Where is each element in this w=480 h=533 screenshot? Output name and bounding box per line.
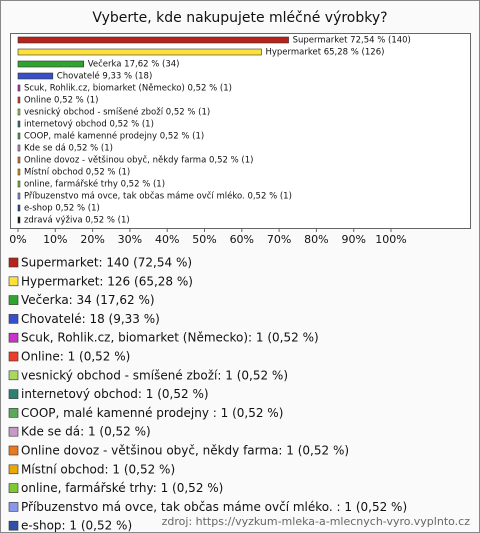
legend-label: Kde se dá: 1 (0,52 %): [21, 425, 151, 439]
source: zdroj: https://vyzkum-mleka-a-mlecnych-v…: [162, 515, 471, 528]
legend-label: COOP, malé kamenné prodejny : 1 (0,52 %): [21, 406, 283, 420]
bar-label: Scuk, Rohlik.cz, biomarket (Německo) 0,5…: [24, 84, 232, 94]
bar-label: Večerka 17,62 % (34): [88, 59, 180, 70]
legend-swatch: [8, 464, 19, 475]
legend-label: Příbuzenstvo má ovce, tak občas máme ovč…: [21, 500, 407, 514]
bar-label: Online 0,52 % (1): [24, 96, 99, 106]
legend-label: Scuk, Rohlik.cz, biomarket (Německo): 1 …: [21, 331, 319, 345]
chart-title: Vyberte, kde nakupujete mléčné výrobky?: [92, 10, 387, 26]
x-tick-label: 40%: [155, 233, 179, 246]
bar-label: Supermarket 72,54 % (140): [293, 36, 411, 46]
bar-label: COOP, malé kamenné prodejny 0,52 % (1): [24, 131, 204, 142]
bar: [17, 180, 21, 188]
bar-label: e-shop 0,52 % (1): [24, 204, 100, 214]
legend-swatch: [8, 276, 19, 287]
legend-swatch: [8, 389, 19, 399]
legend-swatch: [8, 426, 19, 437]
x-tick-label: 50%: [192, 233, 216, 246]
legend-label: Místní obchod: 1 (0,52 %): [21, 462, 175, 476]
legend-label: Supermarket: 140 (72,54 %): [21, 256, 192, 270]
bar-label: vesnický obchod - smíšené zboží 0,52 % (…: [24, 107, 210, 118]
bar-label: Chovatelé 9,33 % (18): [57, 71, 152, 82]
bar: [17, 84, 21, 92]
bar: [17, 204, 21, 212]
x-tick-label: 0%: [9, 233, 26, 246]
bar: [17, 192, 21, 200]
bar-label: zdravá výživa 0,52 % (1): [24, 216, 130, 226]
legend-swatch: [8, 332, 19, 343]
legend-swatch: [8, 445, 19, 456]
bar-label: internetový obchod 0,52 % (1): [24, 120, 154, 130]
legend-swatch: [8, 295, 19, 305]
bar: [17, 156, 21, 164]
x-tick-label: 100%: [375, 233, 406, 246]
bar-label: Online dovoz - většinou obyč, někdy farm…: [24, 155, 254, 166]
legend-label: online, farmářské trhy: 1 (0,52 %): [21, 481, 223, 495]
legend-swatch: [8, 257, 19, 268]
legend-label: Online dovoz - většinou obyč, někdy farm…: [21, 444, 349, 458]
x-tick-label: 10%: [43, 233, 67, 246]
legend-swatch: [8, 370, 19, 381]
legend-swatch: [8, 314, 19, 324]
legend-label: Online: 1 (0,52 %): [21, 350, 130, 364]
x-tick-label: 20%: [80, 233, 104, 246]
legend-swatch: [8, 483, 19, 493]
legend-label: internetový obchod: 1 (0,52 %): [21, 387, 209, 401]
legend-label: Chovatelé: 18 (9,33 %): [21, 312, 160, 326]
x-tick-label: 90%: [341, 233, 365, 246]
bar-label: Místní obchod 0,52 % (1): [24, 168, 130, 178]
bar-label: Příbuzenstvo má ovce, tak občas máme ovč…: [24, 191, 292, 202]
bar: [17, 96, 21, 104]
legend-label: Hypermarket: 126 (65,28 %): [21, 274, 193, 288]
bar-label: Hypermarket 65,28 % (126): [265, 48, 384, 58]
legend-swatch: [8, 351, 19, 362]
plot-area: [10, 33, 471, 229]
legend-swatch: [8, 520, 19, 531]
bar: [17, 168, 21, 176]
bar: [17, 72, 54, 80]
legend-swatch: [8, 502, 19, 512]
bar: [17, 108, 21, 116]
bar: [17, 48, 262, 56]
bar: [17, 144, 21, 152]
legend-label: vesnický obchod - smíšené zboží: 1 (0,52…: [21, 368, 288, 382]
bar: [17, 120, 21, 128]
bar-label: Kde se dá 0,52 % (1): [24, 144, 113, 154]
bar: [17, 216, 21, 224]
bar: [17, 132, 21, 140]
legend-label: e-shop: 1 (0,52 %): [21, 519, 132, 533]
legend-swatch: [8, 408, 19, 418]
x-tick-label: 30%: [118, 233, 142, 246]
bar-label: online, farmářské trhy 0,52 % (1): [24, 179, 165, 190]
x-tick-label: 80%: [304, 233, 328, 246]
bar: [17, 60, 85, 68]
legend-label: Večerka: 34 (17,62 %): [21, 293, 155, 307]
bar: [17, 36, 289, 44]
x-tick-label: 60%: [230, 233, 254, 246]
x-tick-label: 70%: [267, 233, 291, 246]
